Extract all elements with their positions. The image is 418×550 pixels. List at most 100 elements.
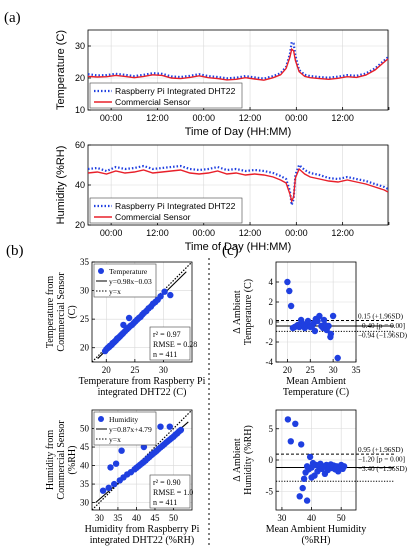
x-tick-label: 30 <box>95 513 105 523</box>
data-point <box>314 317 321 325</box>
stat-rmse: RMSE = 1.0 <box>153 488 193 497</box>
data-point <box>284 278 291 286</box>
data-point <box>286 287 293 295</box>
y-axis-label-group: Δ AmbientHumidity (%RH) <box>232 425 254 495</box>
y-tick-label: 30 <box>80 498 90 508</box>
x-tick-label: 25 <box>306 365 316 375</box>
x-tick-label: 25 <box>130 365 140 375</box>
legend-label: y=x <box>109 435 121 444</box>
data-point <box>299 484 306 492</box>
data-point <box>320 316 328 324</box>
limit-label: 0.15 (+1.96SD) <box>358 313 404 321</box>
legend-label: Raspberry Pi Integrated DHT22 <box>115 86 236 96</box>
x-tick-label: 30 <box>329 365 339 375</box>
y-tick-label: 5 <box>269 424 274 434</box>
panel-label-a: (a) <box>4 10 21 26</box>
data-point <box>300 475 308 482</box>
data-point <box>284 416 292 423</box>
legend-swatch <box>98 416 104 422</box>
plot-frame <box>91 261 193 363</box>
plot-frame <box>87 29 389 111</box>
legend-swatch <box>98 268 104 274</box>
x-axis-label: Temperature from Raspberry Pi integrated … <box>79 376 206 398</box>
x-tick-label: 00:00 <box>100 228 123 238</box>
y-tick-label: 25 <box>80 314 90 324</box>
data-point <box>303 497 311 504</box>
chart-a_temp: 00:00 12:00 00:00 12:00 00:00 12:00 10 20 30 Temp… <box>55 29 390 138</box>
y-tick-label: -5 <box>266 486 274 496</box>
legend-label: y=x <box>109 287 121 296</box>
x-tick-label: 12:00 <box>331 113 354 123</box>
data-point <box>311 327 319 335</box>
y-tick-label: 30 <box>80 286 90 296</box>
data-point <box>125 314 133 322</box>
series-line-commercial <box>87 167 389 204</box>
y-tick-label: 0 <box>269 317 274 327</box>
panel-label-c: (c) <box>222 243 239 259</box>
data-point <box>111 480 118 488</box>
x-tick-label: 00:00 <box>192 228 215 238</box>
data-point <box>298 441 305 448</box>
data-point <box>306 453 314 461</box>
stat-n: n = 411 <box>153 350 177 359</box>
y-tick-label: -2 <box>266 337 274 347</box>
plot-frame <box>275 261 357 363</box>
y-tick-label: 45 <box>80 442 90 452</box>
y-tick-label: 60 <box>75 140 85 150</box>
series-line-rpi <box>87 163 389 206</box>
data-point <box>297 316 305 324</box>
data-point <box>287 438 294 445</box>
y-axis-label-group: Temperature fromCommercial Sensor(C) <box>45 272 78 352</box>
legend-box <box>89 82 243 109</box>
data-point <box>177 426 185 434</box>
identity-line <box>91 261 193 363</box>
data-point <box>105 484 112 491</box>
limit-label: −3.40 (−1.96SD) <box>358 465 408 473</box>
data-point <box>327 330 335 338</box>
data-point <box>166 423 173 430</box>
x-axis-label: Mean Ambient Temperature (C) <box>283 376 349 398</box>
y-axis-label: Δ AmbientHumidity (%RH) <box>232 425 254 495</box>
y-tick-label: 50 <box>80 424 90 434</box>
x-axis-label: Humidity from Raspberry Pi integrated DHT… <box>85 524 200 546</box>
data-point <box>340 463 348 470</box>
y-axis-label-group: Humidity fromCommercial Sensor(%RH) <box>45 420 78 500</box>
x-tick-label: 00:00 <box>192 113 215 123</box>
data-point <box>140 443 148 451</box>
legend-label: y=0.87x+4.79 <box>109 425 152 434</box>
data-point <box>325 322 332 330</box>
series-line-rpi <box>87 40 389 80</box>
y-tick-label: 2 <box>269 297 274 307</box>
x-tick-label: 40 <box>307 513 317 523</box>
x-tick-label: 50 <box>169 513 179 523</box>
y-axis-label: Temperature fromCommercial Sensor(C) <box>45 272 78 352</box>
y-axis-label: Temperature (C) <box>55 30 67 110</box>
limit-label: 0.95 (+1.96SD) <box>358 446 404 454</box>
legend-box <box>89 197 243 224</box>
x-tick-label: 12:00 <box>331 228 354 238</box>
chart-b_temp: 20 25 30 20 25 30 35 Temperaturey=0.98x−0.03y=x… <box>45 257 206 398</box>
plot-frame <box>91 409 193 511</box>
y-tick-label: 35 <box>80 479 90 489</box>
x-tick-label: 35 <box>113 513 123 523</box>
limit-label: −1.20 [p = 0.00] <box>358 456 405 464</box>
x-tick-label: 20 <box>283 365 293 375</box>
y-tick-label: 35 <box>80 257 90 267</box>
data-point <box>287 302 295 310</box>
x-tick-label: 00:00 <box>285 113 308 123</box>
legend-label: Humidity <box>109 415 138 424</box>
data-point <box>118 447 125 454</box>
x-tick-label: 45 <box>150 513 160 523</box>
chart-b_hum: 30 35 40 45 50 30 35 40 45 50 Humidityy=0.87x+4.79… <box>45 409 200 546</box>
data-point <box>334 354 341 362</box>
charts-layer: 00:00 12:00 00:00 12:00 00:00 12:00102030Temp… <box>45 29 408 546</box>
chart-a_hum: 00:00 12:00 00:00 12:00 00:00 12:00 20 40 60 Humi… <box>55 140 390 253</box>
y-axis-label: Δ AmbientTemperature (C) <box>232 279 254 345</box>
chart-c_hum: 30 40 50 -5 0 5 0.95 (+1.96SD) −1.20 [p = 0.00]… <box>232 409 408 546</box>
x-tick-label: 30 <box>277 513 287 523</box>
data-point <box>167 291 174 299</box>
panel-label-b: (b) <box>6 243 24 259</box>
x-tick-label: 12:00 <box>239 228 262 238</box>
chart-c_temp: 20 25 30 35 -4 -2 0 2 4 0.15 (+1.96SD)−0.40 [p = … <box>232 261 408 398</box>
